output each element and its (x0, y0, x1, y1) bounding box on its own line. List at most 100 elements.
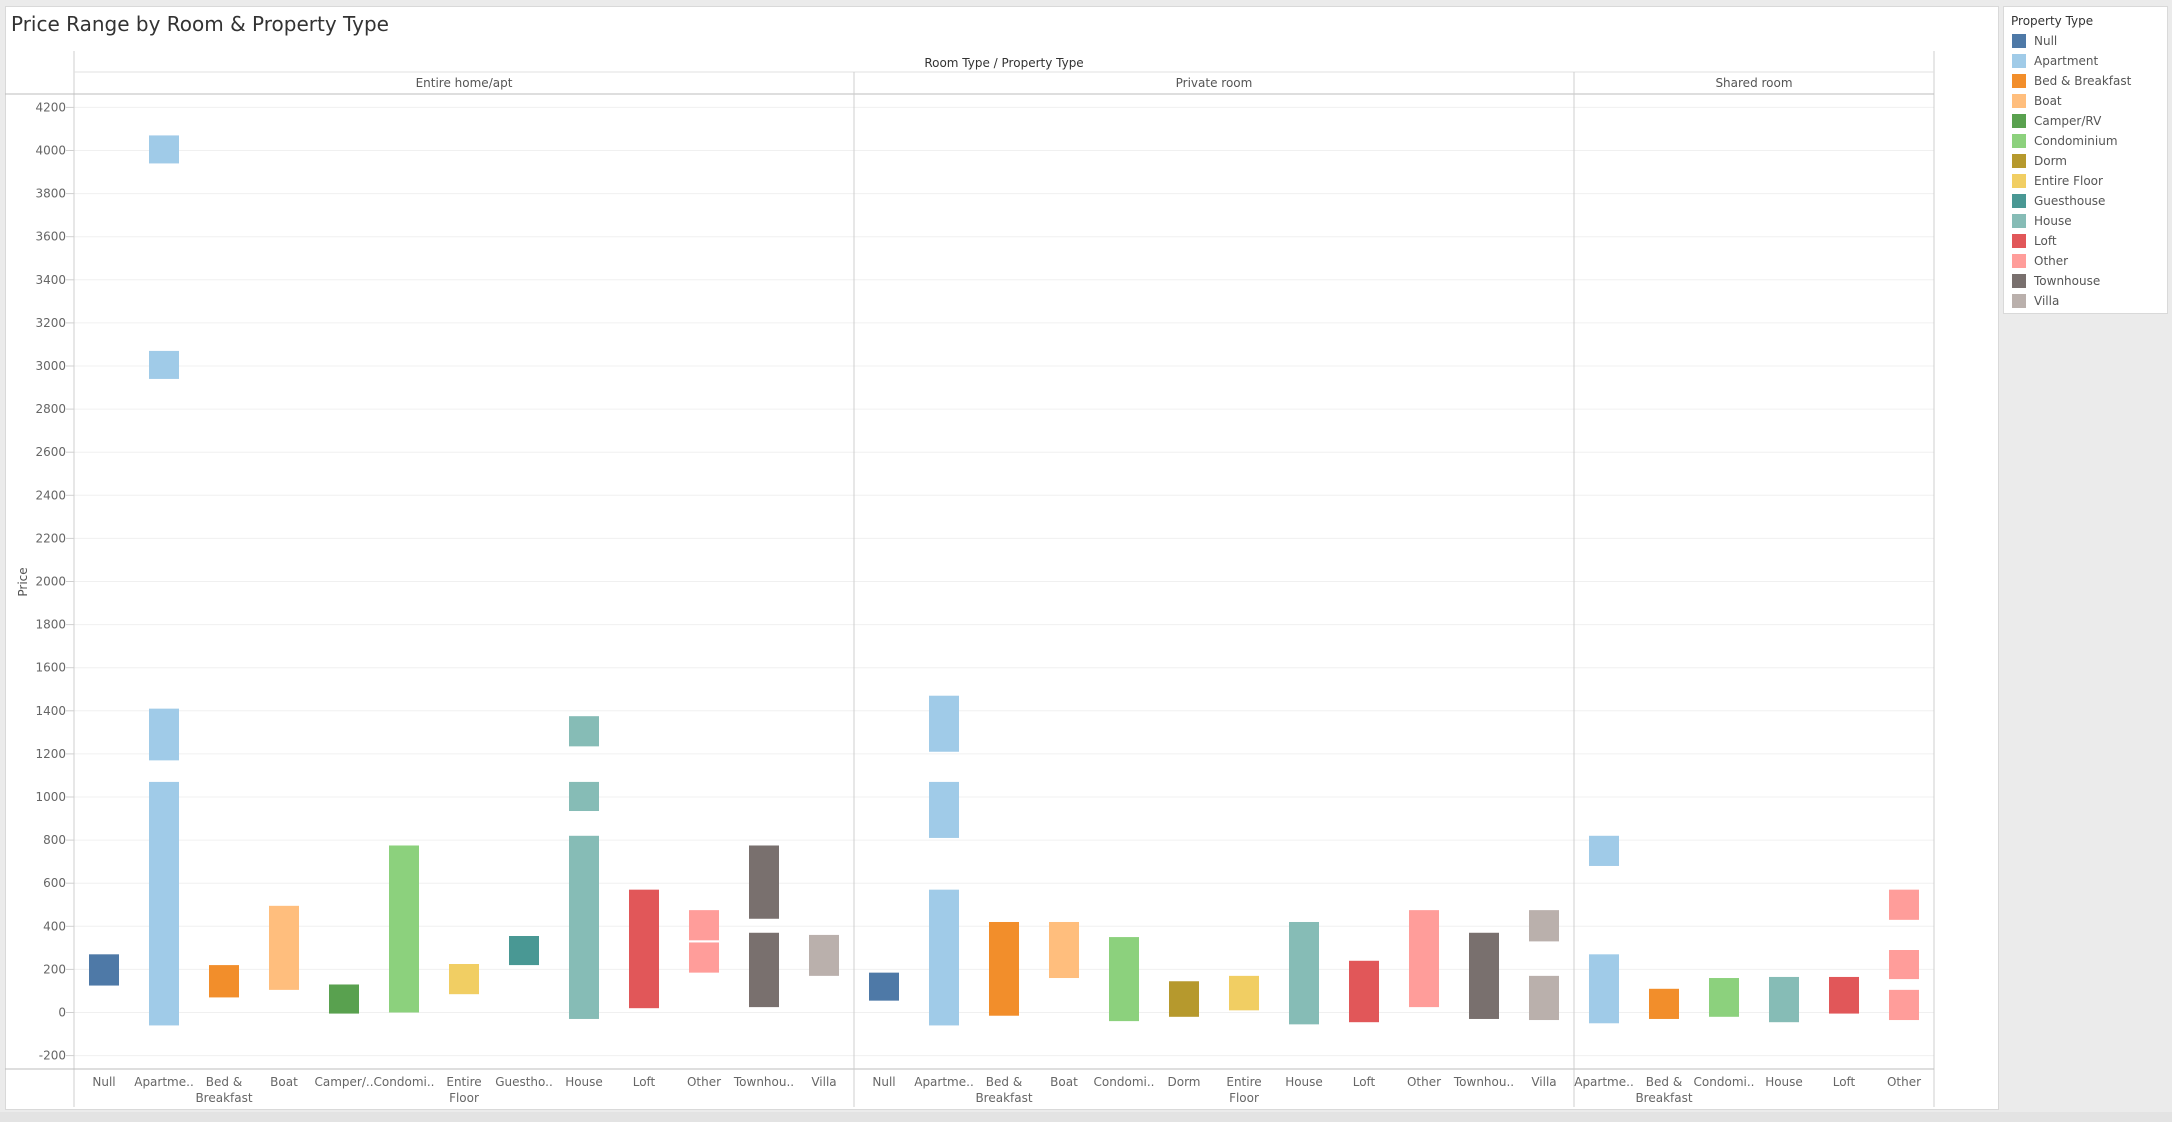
y-tick-label: 1000 (35, 790, 66, 804)
price-range-bar (1349, 960, 1379, 1023)
y-tick-label: 800 (43, 833, 66, 847)
category-label: Entire Floor (446, 1075, 481, 1105)
legend-swatch (2012, 234, 2026, 248)
legend-swatch (2012, 134, 2026, 148)
price-range-bar (1469, 932, 1499, 1019)
price-range-bar (269, 905, 299, 990)
legend-swatch (2012, 254, 2026, 268)
legend-label: Bed & Breakfast (2034, 74, 2132, 88)
y-tick-label: 3400 (35, 273, 66, 287)
price-range-bar (1169, 981, 1199, 1017)
price-range-bar (569, 781, 599, 812)
price-range-bar (689, 910, 719, 941)
price-range-bar (1529, 910, 1559, 942)
y-tick-label: 3600 (35, 230, 66, 244)
category-label: Apartme.. (914, 1075, 974, 1089)
price-range-bar (869, 972, 899, 1001)
category-label: Bed & Breakfast (975, 1075, 1032, 1105)
legend-item[interactable]: Townhouse (2012, 273, 2100, 289)
legend-swatch (2012, 194, 2026, 208)
price-range-bar (1109, 937, 1139, 1022)
legend-label: Condominium (2034, 134, 2118, 148)
category-label: Loft (1353, 1075, 1376, 1089)
legend-label: Dorm (2034, 154, 2067, 168)
panel-header-1: Private room (1176, 76, 1253, 90)
legend-item[interactable]: Loft (2012, 233, 2057, 249)
y-tick-label: 1400 (35, 704, 66, 718)
page-title: Price Range by Room & Property Type (11, 12, 389, 36)
price-range-bar (1529, 975, 1559, 1021)
price-range-bar (929, 781, 959, 838)
legend-item[interactable]: Entire Floor (2012, 173, 2103, 189)
price-range-bar (749, 932, 779, 1008)
legend-item[interactable]: Guesthouse (2012, 193, 2105, 209)
y-tick-label: 3800 (35, 187, 66, 201)
property-type-legend[interactable]: Property Type Null Apartment Bed & Breakfa… (2003, 6, 2168, 314)
legend-item[interactable]: Apartment (2012, 53, 2098, 69)
price-range-bar (149, 781, 179, 1026)
y-tick-label: 2800 (35, 402, 66, 416)
legend-label: Null (2034, 34, 2058, 48)
y-tick-label: 2600 (35, 445, 66, 459)
category-label: Bed & Breakfast (1635, 1075, 1692, 1105)
legend-item[interactable]: Null (2012, 33, 2057, 49)
category-label: Loft (633, 1075, 656, 1089)
price-range-bar (449, 964, 479, 995)
price-range-bar (1049, 921, 1079, 979)
y-tick-label: 1200 (35, 747, 66, 761)
price-range-bar (1769, 976, 1799, 1023)
legend-item[interactable]: Villa (2012, 293, 2059, 309)
price-range-bar (989, 921, 1019, 1016)
price-range-bar (1409, 910, 1439, 1008)
category-label: Townhou.. (1453, 1075, 1514, 1089)
price-range-bar (329, 984, 359, 1014)
legend-label: Apartment (2034, 54, 2099, 68)
legend-item[interactable]: House (2012, 213, 2072, 229)
category-label: House (565, 1075, 603, 1089)
legend-item[interactable]: Bed & Breakfast (2012, 73, 2131, 89)
category-label: Apartme.. (1574, 1075, 1634, 1089)
category-label: Villa (811, 1075, 836, 1089)
legend-label: Guesthouse (2034, 194, 2106, 208)
legend-item[interactable]: Other (2012, 253, 2068, 269)
legend-swatch (2012, 154, 2026, 168)
y-tick-label: 200 (43, 962, 66, 976)
price-range-bar (1889, 889, 1919, 920)
price-range-bar (89, 954, 119, 986)
price-range-bar (149, 350, 179, 379)
y-tick-label: 2000 (35, 575, 66, 589)
legend-label: Loft (2034, 234, 2057, 248)
legend-item[interactable]: Camper/RV (2012, 113, 2101, 129)
bottom-tab-strip (0, 1112, 2172, 1122)
price-range-bar (1889, 950, 1919, 980)
price-range-bar (569, 716, 599, 747)
y-tick-label: 1800 (35, 618, 66, 632)
price-range-bar (689, 942, 719, 973)
y-tick-label: 1600 (35, 661, 66, 675)
category-label: Other (687, 1075, 721, 1089)
price-range-bar (569, 835, 599, 1019)
legend-label: Villa (2034, 294, 2060, 308)
category-label: Guestho.. (495, 1075, 553, 1089)
y-tick-label: 3000 (35, 359, 66, 373)
legend-item[interactable]: Boat (2012, 93, 2062, 109)
legend-swatch (2012, 174, 2026, 188)
legend-swatch (2012, 34, 2026, 48)
category-label: Other (1887, 1075, 1921, 1089)
price-range-bar (1289, 921, 1319, 1025)
panel-header-0: Entire home/apt (416, 76, 513, 90)
legend-title: Property Type (2011, 14, 2094, 28)
price-range-bar (1709, 978, 1739, 1017)
price-range-bar (929, 889, 959, 1026)
category-label: Boat (270, 1075, 298, 1089)
legend-swatch (2012, 94, 2026, 108)
price-range-bar (149, 708, 179, 761)
y-tick-label: 4000 (35, 144, 66, 158)
y-tick-label: 2400 (35, 488, 66, 502)
legend-item[interactable]: Dorm (2012, 153, 2067, 169)
category-label: Dorm (1168, 1075, 1201, 1089)
legend-label: Camper/RV (2034, 114, 2102, 128)
price-range-bar (1829, 976, 1859, 1014)
legend-item[interactable]: Condominium (2012, 133, 2118, 149)
price-range-bar (1889, 989, 1919, 1021)
